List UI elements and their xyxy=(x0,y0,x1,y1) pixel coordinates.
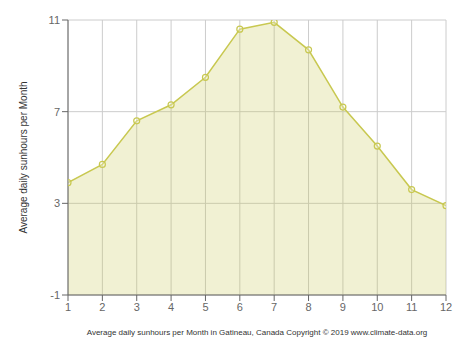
svg-text:12: 12 xyxy=(440,301,452,313)
svg-text:4: 4 xyxy=(168,301,174,313)
svg-text:Average daily sunhours per Mon: Average daily sunhours per Month in Gati… xyxy=(87,328,428,337)
svg-text:6: 6 xyxy=(237,301,243,313)
svg-text:11: 11 xyxy=(406,301,417,313)
svg-text:2: 2 xyxy=(99,301,105,313)
svg-text:3: 3 xyxy=(54,197,60,209)
svg-text:5: 5 xyxy=(202,301,208,313)
svg-text:7: 7 xyxy=(271,301,277,313)
svg-text:Average daily sunhours per Mon: Average daily sunhours per Month xyxy=(18,81,29,233)
svg-text:10: 10 xyxy=(371,301,383,313)
svg-text:1: 1 xyxy=(65,301,71,313)
svg-text:-1: -1 xyxy=(50,289,60,301)
svg-text:8: 8 xyxy=(305,301,311,313)
svg-text:7: 7 xyxy=(54,106,60,118)
svg-text:11: 11 xyxy=(49,14,60,26)
svg-text:9: 9 xyxy=(340,301,346,313)
svg-text:3: 3 xyxy=(134,301,140,313)
